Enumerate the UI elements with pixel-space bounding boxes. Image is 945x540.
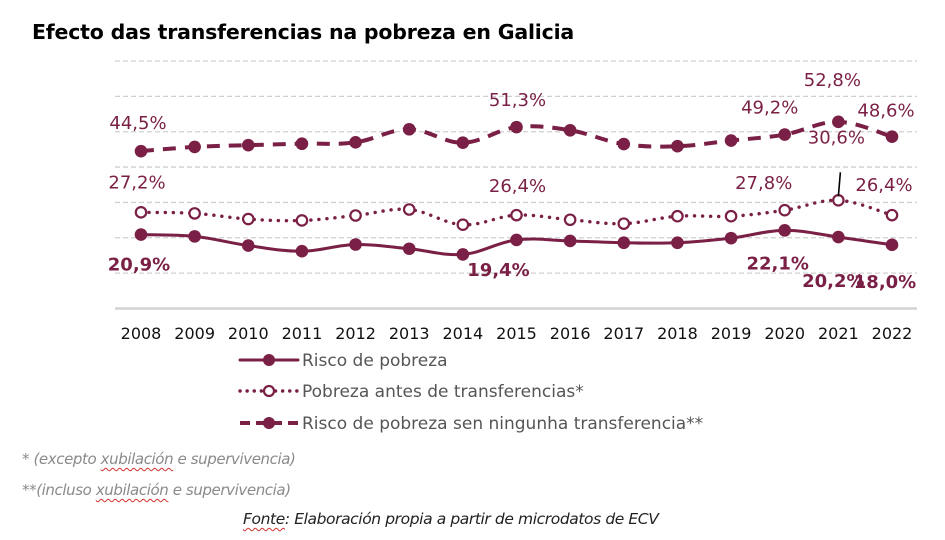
data-point[interactable] xyxy=(832,230,845,244)
data-point[interactable] xyxy=(563,234,577,248)
data-point[interactable] xyxy=(671,139,684,153)
data-point[interactable] xyxy=(241,239,255,252)
data-point[interactable] xyxy=(885,238,899,252)
data-point-open[interactable] xyxy=(724,209,738,223)
data-point-open[interactable] xyxy=(188,207,201,220)
source-note: Fonte: Elaboración propia a partir de mi… xyxy=(243,510,659,528)
x-tick-label: 2022 xyxy=(872,324,913,343)
source-suffix: : Elaboración propia a partir de microda… xyxy=(284,510,659,528)
data-point-open[interactable] xyxy=(510,208,523,222)
data-point[interactable] xyxy=(724,134,738,147)
x-tick-label: 2010 xyxy=(228,324,269,343)
data-point-open[interactable] xyxy=(402,203,416,216)
legend-marker-open xyxy=(262,384,276,398)
data-label: 20,9% xyxy=(108,255,170,276)
legend-marker xyxy=(263,417,275,429)
data-point[interactable] xyxy=(563,124,577,137)
footnote-1-suffix: e supervivencia) xyxy=(173,450,296,468)
data-point[interactable] xyxy=(510,120,523,134)
x-tick-label: 2016 xyxy=(550,324,591,343)
data-point-open[interactable] xyxy=(778,203,792,217)
data-point[interactable] xyxy=(885,130,899,143)
data-label: 52,8% xyxy=(804,70,861,91)
data-label: 18,0% xyxy=(854,272,916,293)
x-tick-label: 2018 xyxy=(657,324,698,343)
data-point[interactable] xyxy=(778,128,792,141)
data-point[interactable] xyxy=(134,228,148,241)
data-point[interactable] xyxy=(617,236,631,250)
legend: Risco de pobreza Pobreza antes de transfe… xyxy=(238,351,703,434)
data-label: 30,6% xyxy=(808,127,865,148)
data-point-open[interactable] xyxy=(456,218,470,232)
data-point[interactable] xyxy=(134,144,148,158)
source-word: Fonte xyxy=(243,510,285,528)
x-tick-label: 2015 xyxy=(496,324,537,343)
data-point-open[interactable] xyxy=(295,214,309,227)
x-tick-label: 2011 xyxy=(282,324,323,343)
data-label: 26,4% xyxy=(855,175,912,196)
x-tick-label: 2020 xyxy=(764,324,805,343)
data-label: 20,2% xyxy=(802,271,864,292)
x-tick-label: 2008 xyxy=(121,324,162,343)
data-label: 49,2% xyxy=(741,98,798,119)
data-point[interactable] xyxy=(510,233,523,247)
legend-label: Risco de pobreza xyxy=(302,351,448,371)
footnote-2-word: xubilación xyxy=(95,481,169,499)
data-point[interactable] xyxy=(241,138,255,152)
data-point[interactable] xyxy=(295,244,309,258)
data-label: 48,6% xyxy=(857,101,914,122)
data-point[interactable] xyxy=(188,140,201,154)
data-label: 44,5% xyxy=(109,113,166,134)
x-tick-label: 2014 xyxy=(442,324,483,343)
data-point[interactable] xyxy=(295,137,309,151)
data-point[interactable] xyxy=(671,236,684,250)
data-point[interactable] xyxy=(349,136,362,149)
data-point-open[interactable] xyxy=(134,206,148,219)
leader-line xyxy=(837,172,842,197)
x-tick-label: 2021 xyxy=(818,324,859,343)
data-point-open[interactable] xyxy=(885,208,899,222)
chart-title: Efecto das transferencias na pobreza en … xyxy=(32,20,575,44)
data-label: 22,1% xyxy=(746,253,808,274)
x-tick-label: 2009 xyxy=(174,324,215,343)
data-label: 27,8% xyxy=(735,173,792,194)
legend-marker xyxy=(263,354,275,366)
data-point-open[interactable] xyxy=(832,194,845,207)
footnote-2-suffix: e supervivencia) xyxy=(168,481,291,499)
data-point-open[interactable] xyxy=(349,209,362,222)
legend-label: Pobreza antes de transferencias* xyxy=(302,382,584,402)
data-point-open[interactable] xyxy=(563,213,577,227)
footnote-2: **(incluso xubilación e supervivencia) xyxy=(22,481,291,499)
data-label: 27,2% xyxy=(108,172,165,193)
data-point[interactable] xyxy=(188,230,201,243)
footnote-1: * (excepto xubilación e supervivencia) xyxy=(22,450,296,468)
data-point[interactable] xyxy=(349,238,362,251)
data-point[interactable] xyxy=(778,224,792,237)
x-tick-label: 2013 xyxy=(389,324,430,343)
data-labels: 44,5% 51,3% 49,2% 52,8% 48,6% 27,2% 26,4% 27,8%… xyxy=(108,70,916,293)
data-point[interactable] xyxy=(402,122,416,136)
data-point[interactable] xyxy=(724,231,738,245)
data-point-open[interactable] xyxy=(241,212,255,226)
x-tick-label: 2012 xyxy=(335,324,376,343)
x-tick-label: 2019 xyxy=(711,324,752,343)
legend-label: Risco de pobreza sen ningunha transferen… xyxy=(302,414,703,434)
data-point[interactable] xyxy=(617,137,631,151)
data-point[interactable] xyxy=(402,242,416,256)
data-point[interactable] xyxy=(456,248,470,261)
data-label: 19,4% xyxy=(467,260,529,281)
footnote-1-word: xubilación xyxy=(100,450,174,468)
data-point[interactable] xyxy=(456,136,470,149)
data-point[interactable] xyxy=(832,115,845,129)
footnote-1-prefix: * (excepto xyxy=(22,450,101,468)
data-point-open[interactable] xyxy=(671,209,684,223)
footnote-2-prefix: **(incluso xyxy=(22,481,96,499)
x-tick-label: 2017 xyxy=(603,324,644,343)
series-group xyxy=(134,115,899,261)
data-label: 51,3% xyxy=(489,90,546,111)
x-axis: 2008 2009 2010 2011 2012 2013 2014 2015 2016 2017… xyxy=(115,307,917,343)
data-point-open[interactable] xyxy=(617,217,631,230)
data-label: 26,4% xyxy=(489,176,546,197)
